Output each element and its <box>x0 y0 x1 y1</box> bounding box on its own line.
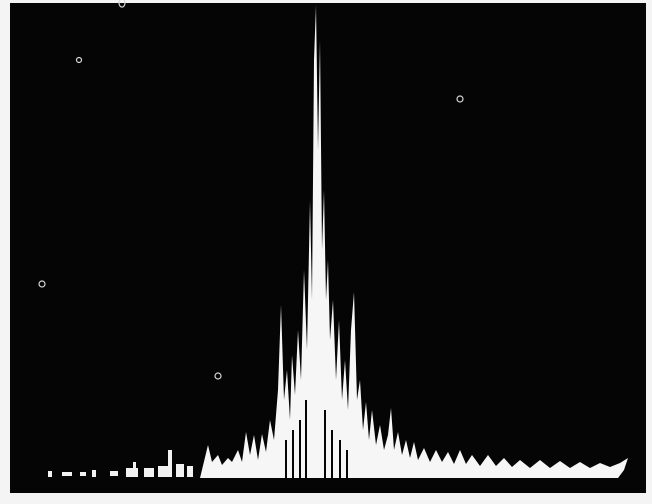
speck <box>118 0 126 8</box>
trace-dash <box>110 471 118 476</box>
trace-dash <box>144 468 154 477</box>
trace-dash <box>80 472 86 476</box>
speck <box>456 95 464 103</box>
speck <box>214 372 222 380</box>
trace-dash <box>187 466 193 477</box>
trace-dash <box>92 470 96 477</box>
trace-dash <box>158 466 168 477</box>
trace-dash <box>48 471 52 477</box>
screen-specks <box>38 0 464 380</box>
speck <box>38 280 46 288</box>
trace-gaps <box>285 400 348 478</box>
trace-dash <box>176 464 184 477</box>
trace-left-tail <box>48 450 193 477</box>
speck <box>75 56 83 64</box>
trace-dash <box>168 450 172 477</box>
spectrum-trace <box>200 5 628 478</box>
trace-dash <box>62 472 72 476</box>
trace-dash <box>126 468 138 477</box>
trace-dash <box>133 462 136 472</box>
